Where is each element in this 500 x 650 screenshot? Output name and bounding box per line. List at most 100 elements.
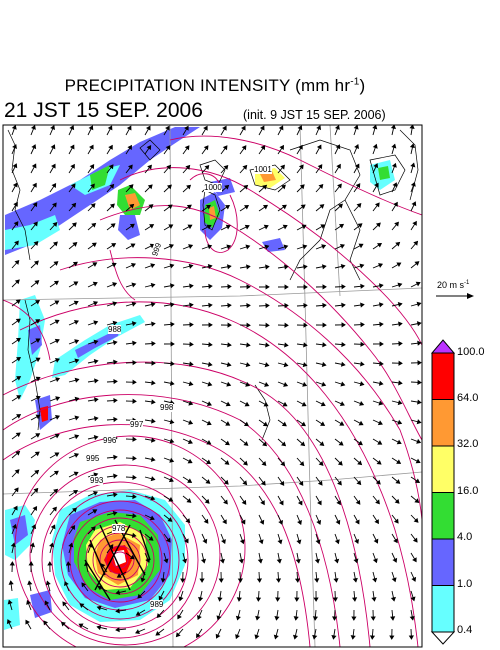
wind-arrow-head xyxy=(52,241,58,247)
wind-arrow-head xyxy=(89,144,94,150)
wind-arrow-head xyxy=(184,538,189,544)
wind-arrow-head xyxy=(313,597,319,602)
wind-arrow-head xyxy=(166,184,172,190)
wind-arrow-head xyxy=(303,264,308,270)
wind-arrow-head xyxy=(89,164,95,170)
wind-arrow-head xyxy=(206,401,212,407)
wind-arrow-head xyxy=(378,263,384,268)
wind-arrow-head xyxy=(151,341,156,347)
wind-arrow-head xyxy=(415,478,421,484)
wind-arrow-head xyxy=(34,280,40,285)
wind-arrow-head xyxy=(353,558,359,564)
wind-arrow-head xyxy=(392,182,398,188)
wind-arrow-head xyxy=(16,395,22,400)
wind-arrow-head xyxy=(409,143,415,149)
wind-arrow-head xyxy=(339,243,345,249)
wind-arrow-head xyxy=(241,499,247,505)
wind-arrow-head xyxy=(360,283,365,289)
wind-arrow-head xyxy=(409,125,415,129)
wind-arrow-head xyxy=(302,381,308,387)
wind-arrow-head xyxy=(245,244,251,250)
wind-arrow-head xyxy=(226,244,232,250)
contour-label: 998 xyxy=(160,403,174,412)
wind-arrow-head xyxy=(189,283,194,289)
wind-arrow-head xyxy=(417,360,422,366)
wind-arrow-head xyxy=(391,162,397,168)
legend-label: 16.0 xyxy=(457,485,479,497)
wind-arrow-head xyxy=(13,221,19,227)
wind-arrow-head xyxy=(186,184,192,190)
wind-arrow-head xyxy=(372,143,378,149)
wind-arrow-head xyxy=(352,597,358,602)
wind-arrow-head xyxy=(394,221,399,227)
wind-arrow-head xyxy=(373,163,379,169)
wind-arrow-head xyxy=(319,204,325,209)
wind-arrow-head xyxy=(240,519,246,525)
wind-arrow-head xyxy=(322,342,327,348)
wind-arrow-head xyxy=(316,125,322,131)
wind-arrow-head xyxy=(332,616,338,621)
wind-arrow-head xyxy=(169,438,175,444)
wind-arrow-head xyxy=(158,595,164,601)
wind-arrow-head xyxy=(135,629,141,634)
wind-arrow-head xyxy=(351,616,357,621)
wind-arrow-head xyxy=(146,145,152,151)
wind-arrow-head xyxy=(35,395,41,401)
wind-arrow-head xyxy=(254,634,260,640)
wind-arrow-head xyxy=(359,381,365,387)
wind-arrow-head xyxy=(359,263,365,269)
wind-arrow-head xyxy=(151,321,156,327)
wind-arrow-head xyxy=(256,578,263,583)
wind-arrow-head xyxy=(246,302,251,309)
wind-arrow-head xyxy=(116,573,122,578)
wind-arrow-head xyxy=(13,505,18,511)
wind-arrow-head xyxy=(413,240,419,246)
wind-arrow-head xyxy=(44,600,50,606)
wind-arrow-head xyxy=(50,125,55,131)
wind-arrow-head xyxy=(148,204,154,209)
wind-arrow-head xyxy=(112,320,118,326)
wind-arrow-head xyxy=(340,381,346,387)
wind-arrow-head xyxy=(239,539,245,545)
wind-arrow-head xyxy=(170,361,175,367)
wind-arrow-head xyxy=(54,300,60,305)
wind-arrow-head xyxy=(339,401,345,407)
wind-arrow-head xyxy=(151,360,156,366)
wind-arrow-head xyxy=(356,203,362,208)
wind-arrow-head xyxy=(357,460,363,466)
wind-arrow-head xyxy=(188,244,194,250)
wind-arrow-head xyxy=(68,542,74,548)
wind-arrow-head xyxy=(265,284,270,290)
wind-arrow-head xyxy=(175,632,181,638)
wind-arrow-head xyxy=(196,633,201,639)
wind-arrow-head xyxy=(208,341,213,348)
wind-arrow-head xyxy=(294,597,300,602)
wind-arrow-head xyxy=(373,538,379,544)
wind-arrow-head xyxy=(91,242,97,248)
wind-arrow-head xyxy=(9,561,15,566)
wind-arrow-head xyxy=(69,144,75,150)
wind-arrow-head xyxy=(32,505,38,512)
wind-arrow-head xyxy=(70,525,76,531)
wind-arrow-head xyxy=(235,634,240,640)
wind-arrow-head xyxy=(71,222,77,228)
wind-arrow-head xyxy=(221,539,226,545)
wind-arrow-head xyxy=(246,264,251,270)
wind-arrow-head xyxy=(207,361,213,367)
wind-arrow-head xyxy=(398,380,403,386)
wind-arrow-head xyxy=(93,301,99,306)
wind-arrow-head xyxy=(283,244,289,250)
wind-arrow-head xyxy=(377,440,383,445)
wind-arrow-head xyxy=(223,164,229,170)
wind-arrow-head xyxy=(242,460,248,466)
wind-arrow-head xyxy=(52,202,57,208)
wind-arrow-head xyxy=(227,342,232,348)
wind-arrow-head xyxy=(187,478,193,483)
wind-arrow-head xyxy=(262,184,268,190)
wind-arrow-head xyxy=(130,263,136,268)
wind-arrow-head xyxy=(314,578,320,583)
wind-arrow-head xyxy=(262,421,268,427)
wind-arrow-head xyxy=(70,183,76,189)
wind-arrow-head xyxy=(274,616,280,621)
wind-arrow-head xyxy=(243,421,249,427)
